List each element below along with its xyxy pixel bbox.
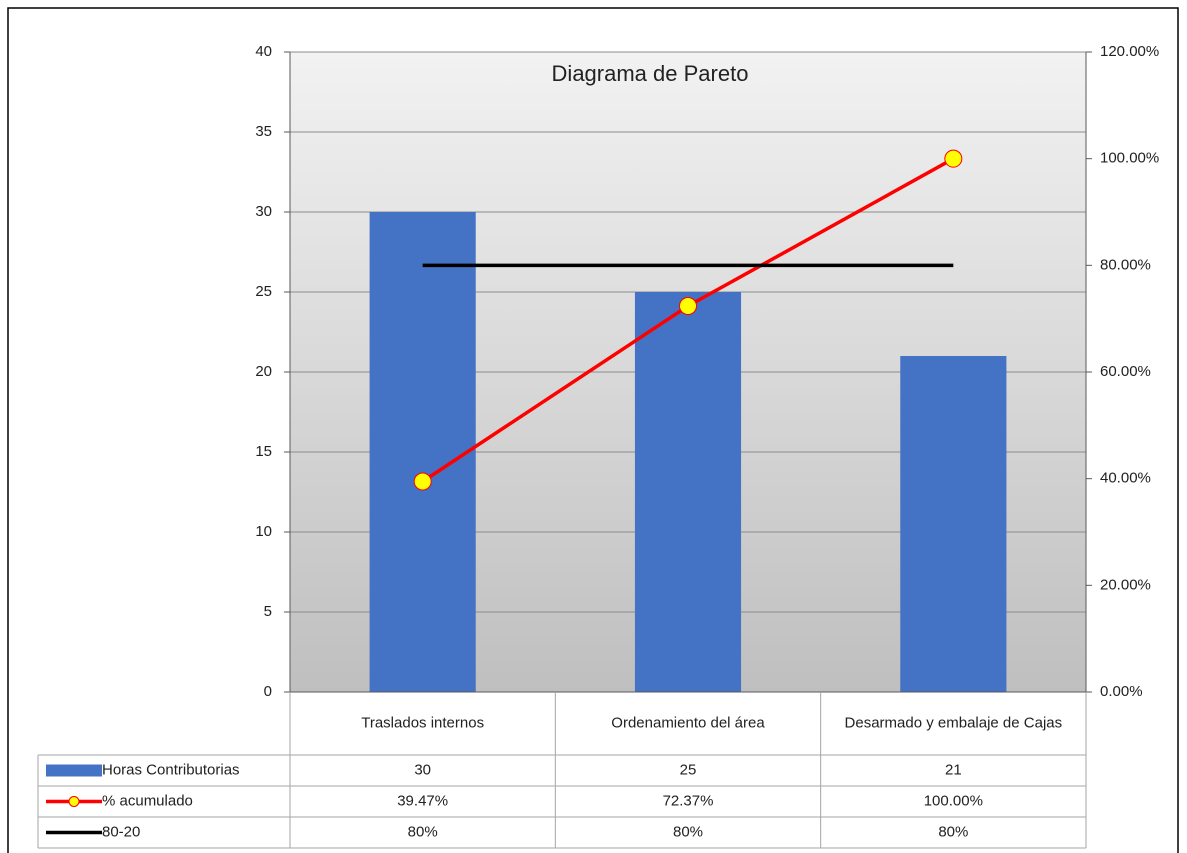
legend-label: Horas Contributorias xyxy=(102,761,240,778)
x-tick-label: Ordenamiento del área xyxy=(611,714,765,731)
y2-tick-label: 80.00% xyxy=(1100,256,1151,273)
bar xyxy=(369,212,476,692)
marker xyxy=(413,472,432,491)
bar xyxy=(634,292,742,692)
legend-label: 80-20 xyxy=(102,823,140,840)
table-value: 21 xyxy=(945,761,962,778)
y-tick-label: 10 xyxy=(255,523,272,540)
table-value: 39.47% xyxy=(397,792,448,809)
legend-key xyxy=(46,764,102,777)
bar xyxy=(900,356,1007,692)
legend-key-marker xyxy=(68,796,80,807)
marker xyxy=(679,297,697,316)
table-value: 80% xyxy=(938,823,968,840)
chart-title: Diagrama de Pareto xyxy=(552,61,749,86)
x-tick-label: Desarmado y embalaje de Cajas xyxy=(845,714,1063,731)
y2-tick-label: 20.00% xyxy=(1100,576,1151,593)
y2-tick-label: 0.00% xyxy=(1100,683,1143,700)
y-tick-label: 35 xyxy=(255,123,272,140)
x-tick-label: Traslados internos xyxy=(361,714,484,731)
y-tick-label: 5 xyxy=(264,603,272,620)
legend-label: % acumulado xyxy=(102,792,193,809)
y-tick-label: 15 xyxy=(255,443,272,460)
table-value: 100.00% xyxy=(924,792,983,809)
table-value: 72.37% xyxy=(663,792,714,809)
y-tick-label: 40 xyxy=(255,43,272,60)
y-tick-label: 25 xyxy=(255,283,272,300)
table-value: 80% xyxy=(673,823,703,840)
table-value: 80% xyxy=(408,823,438,840)
y2-tick-label: 120.00% xyxy=(1100,43,1159,60)
y-tick-label: 30 xyxy=(255,203,272,220)
y2-tick-label: 60.00% xyxy=(1100,363,1151,380)
marker xyxy=(944,149,963,168)
table-value: 25 xyxy=(680,761,697,778)
y2-tick-label: 40.00% xyxy=(1100,470,1151,487)
y-tick-label: 0 xyxy=(264,683,272,700)
y2-tick-label: 100.00% xyxy=(1100,150,1159,167)
table-value: 30 xyxy=(414,761,431,778)
y-tick-label: 20 xyxy=(255,363,272,380)
